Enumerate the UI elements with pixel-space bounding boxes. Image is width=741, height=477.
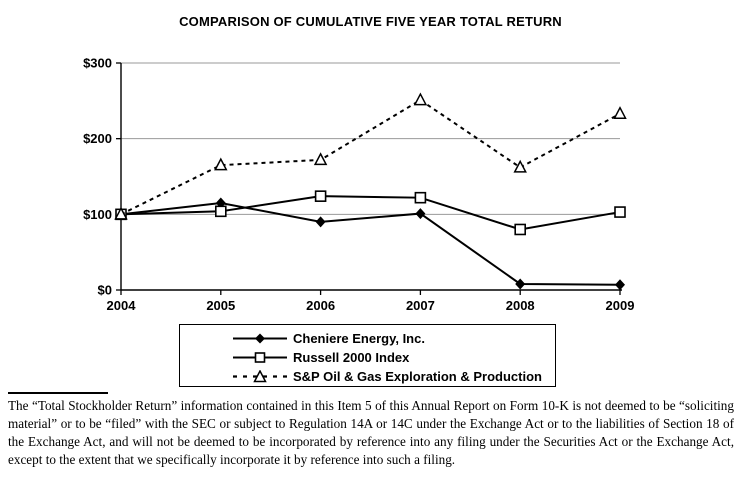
legend-item-russell: Russell 2000 Index <box>232 348 555 367</box>
legend-label-cheniere: Cheniere Energy, Inc. <box>293 331 425 346</box>
svg-text:$200: $200 <box>83 131 112 146</box>
svg-text:2007: 2007 <box>406 298 435 313</box>
svg-text:2008: 2008 <box>506 298 535 313</box>
svg-text:2005: 2005 <box>206 298 235 313</box>
chart-title: COMPARISON OF CUMULATIVE FIVE YEAR TOTAL… <box>179 14 562 29</box>
svg-text:2009: 2009 <box>606 298 635 313</box>
svg-text:$100: $100 <box>83 207 112 222</box>
legend-item-cheniere: Cheniere Energy, Inc. <box>232 329 555 348</box>
legend-label-russell: Russell 2000 Index <box>293 350 410 365</box>
svg-text:$0: $0 <box>98 283 112 298</box>
svg-text:2006: 2006 <box>306 298 335 313</box>
solid-line-open-square-icon <box>233 352 287 363</box>
legend-item-sp-oil-gas: S&P Oil & Gas Exploration & Production <box>232 367 555 386</box>
legend-label-sp-oil-gas: S&P Oil & Gas Exploration & Production <box>293 369 542 384</box>
svg-text:$300: $300 <box>83 56 112 71</box>
chart-plot-area: $0 $100 $200 $300 2004 2005 2006 2007 2008 2009 <box>83 56 635 314</box>
chart-legend: Cheniere Energy, Inc. Russell 2000 Index… <box>179 324 556 387</box>
footnote-text: The “Total Stockholder Return” informati… <box>8 398 734 467</box>
footnote-separator <box>8 392 108 394</box>
dashed-line-open-triangle-icon <box>233 370 287 383</box>
svg-text:2004: 2004 <box>107 298 137 313</box>
solid-line-filled-diamond-icon <box>233 333 287 344</box>
